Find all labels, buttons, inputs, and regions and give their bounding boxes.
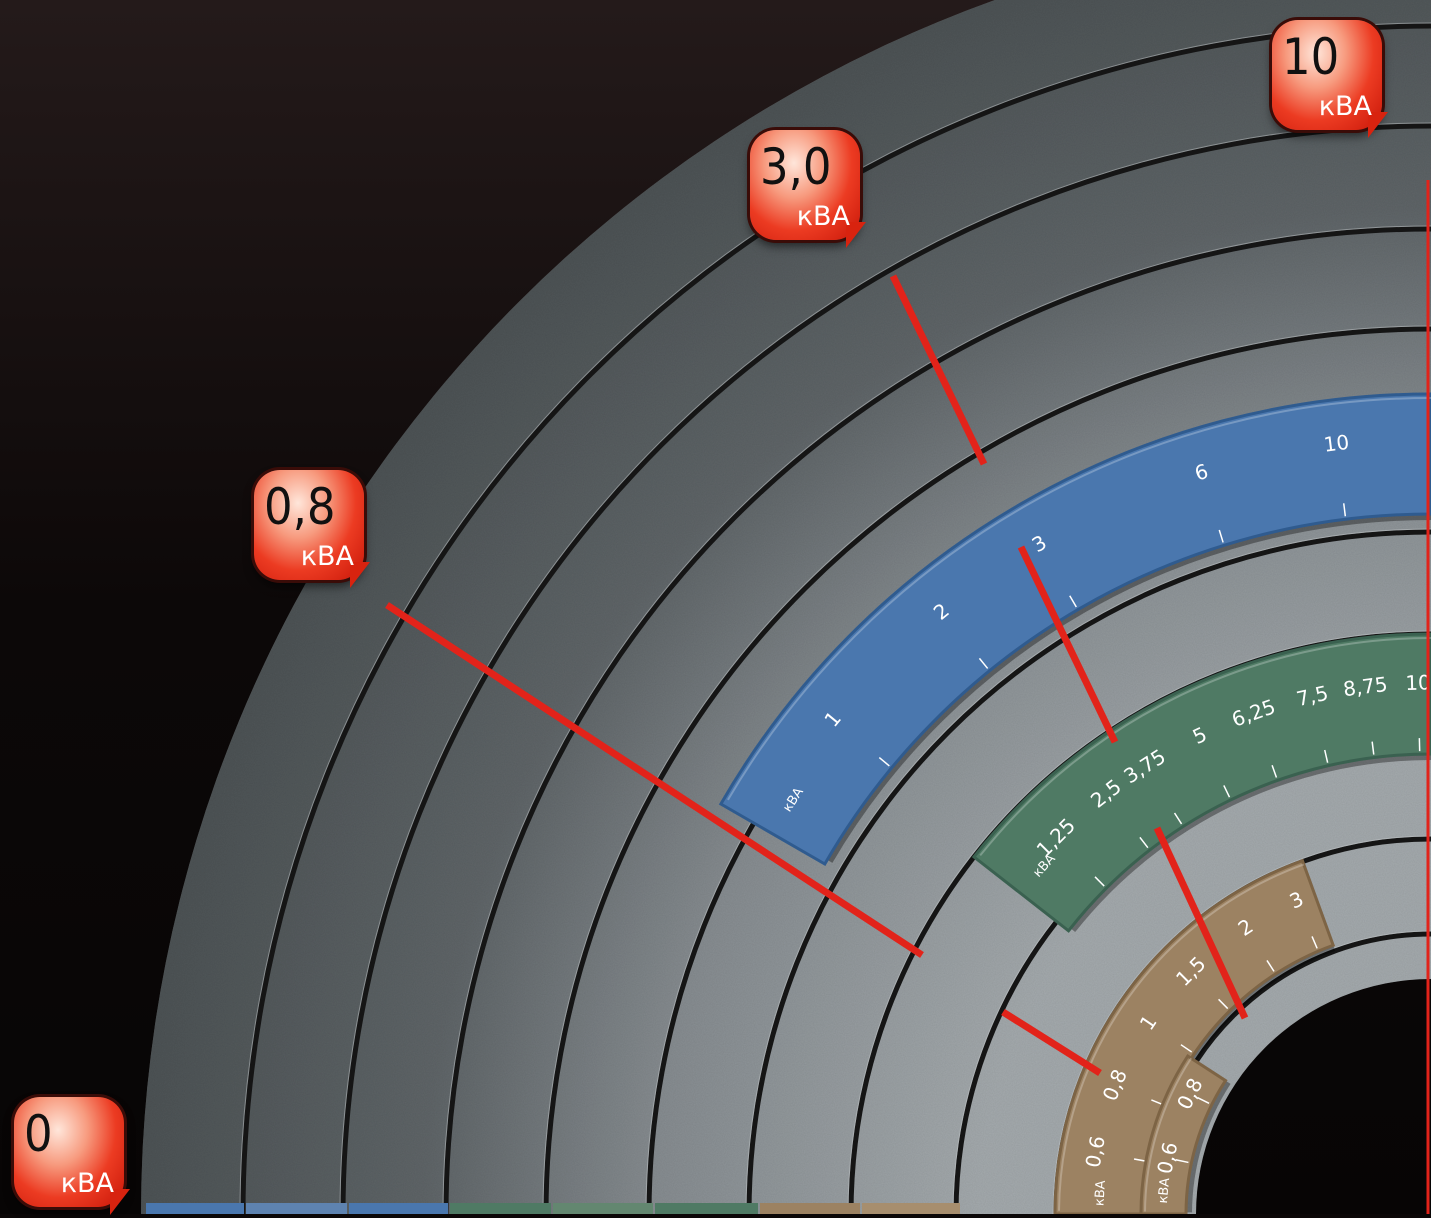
callout-unit: кВА	[301, 543, 354, 570]
strip-segment	[349, 1203, 448, 1214]
strip-segment	[655, 1203, 758, 1214]
callout-unit: кВА	[61, 1170, 114, 1197]
callout-value: 0,8	[264, 482, 336, 532]
callout-0-8kva: 0,8 кВА	[254, 470, 364, 580]
tick-label: 10	[1322, 430, 1350, 457]
strip-segment	[246, 1203, 347, 1214]
strip-segment	[553, 1203, 653, 1214]
band-unit-label: кВА	[1092, 1180, 1109, 1207]
bottom-color-strip	[146, 1203, 960, 1214]
callout-value: 10	[1282, 32, 1339, 82]
callout-value: 0	[24, 1109, 53, 1159]
callout-unit: кВА	[797, 203, 850, 230]
band-unit-label: кВА	[1156, 1177, 1173, 1204]
callout-0kva: 0 кВА	[14, 1097, 124, 1207]
callout-unit: кВА	[1319, 93, 1372, 120]
callout-3-0kva: 3,0 кВА	[750, 130, 860, 240]
callout-10kva: 10 кВА	[1272, 20, 1382, 130]
strip-segment	[862, 1203, 960, 1214]
strip-segment	[760, 1203, 860, 1214]
callout-value: 3,0	[760, 142, 832, 192]
strip-segment	[146, 1203, 244, 1214]
strip-segment	[450, 1203, 551, 1214]
